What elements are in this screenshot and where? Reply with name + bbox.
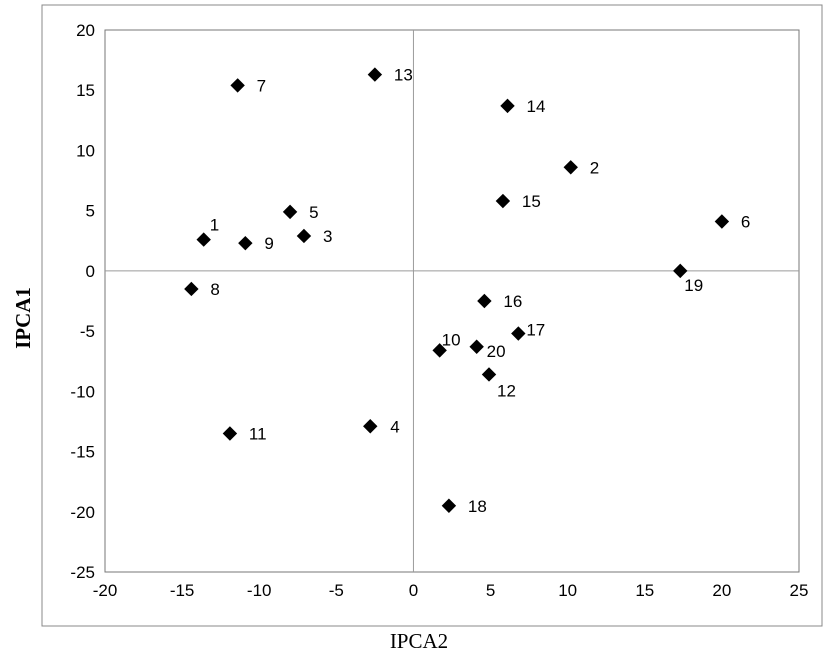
- data-point-3: [296, 228, 312, 244]
- point-label-6: 6: [741, 213, 750, 232]
- data-point-5: [282, 204, 298, 220]
- data-point-10: [432, 343, 447, 358]
- data-point-15: [495, 193, 511, 209]
- y-tick-label: -25: [70, 563, 95, 582]
- point-label-14: 14: [527, 97, 546, 116]
- x-axis-title: IPCA2: [390, 629, 448, 653]
- point-label-16: 16: [503, 292, 522, 311]
- y-axis-title: IPCA1: [11, 287, 35, 349]
- y-tick-label: 20: [76, 21, 95, 40]
- y-tick-label: 0: [86, 262, 95, 281]
- x-tick-label: -10: [247, 581, 272, 600]
- point-label-15: 15: [522, 192, 541, 211]
- data-point-2: [563, 160, 578, 175]
- data-point-17: [511, 326, 526, 341]
- x-tick-label: 0: [409, 581, 418, 600]
- data-point-9: [238, 235, 253, 251]
- point-label-1: 1: [210, 216, 219, 235]
- y-tick-label: 15: [76, 81, 95, 100]
- point-label-2: 2: [590, 158, 599, 177]
- data-points: [184, 67, 730, 513]
- point-label-17: 17: [526, 321, 545, 340]
- point-label-7: 7: [257, 76, 266, 95]
- x-tick-labels: -20 -15 -10 -5 0 5 10 15 20 25: [93, 581, 809, 600]
- y-tick-labels: -25 -20 -15 -10 -5 0 5 10 15 20: [70, 21, 95, 582]
- data-point-1: [196, 232, 211, 247]
- x-tick-label: 15: [635, 581, 654, 600]
- point-label-18: 18: [468, 497, 487, 516]
- data-point-18: [441, 498, 457, 513]
- point-label-9: 9: [264, 234, 273, 253]
- point-label-10: 10: [442, 330, 461, 349]
- y-tick-label: -10: [70, 382, 95, 401]
- point-label-11: 11: [249, 424, 267, 443]
- point-label-4: 4: [390, 417, 399, 436]
- data-point-12: [481, 367, 497, 382]
- data-point-13: [367, 67, 383, 82]
- y-tick-label: 5: [86, 202, 95, 221]
- point-label-13: 13: [394, 66, 413, 85]
- y-tick-label: -15: [70, 443, 95, 462]
- x-tick-label: -15: [170, 581, 195, 600]
- y-tick-label: -20: [70, 503, 95, 522]
- point-label-20: 20: [487, 342, 506, 361]
- x-tick-label: 5: [486, 581, 495, 600]
- data-point-8: [184, 281, 199, 297]
- plot-area: [104, 29, 800, 573]
- data-point-19: [673, 263, 688, 279]
- point-label-19: 19: [684, 276, 703, 295]
- point-label-8: 8: [210, 280, 219, 299]
- data-point-20: [469, 339, 484, 354]
- data-point-16: [477, 293, 492, 309]
- x-tick-label: 10: [558, 581, 577, 600]
- x-tick-label: 25: [790, 581, 809, 600]
- y-tick-label: 10: [76, 141, 95, 160]
- data-point-14: [500, 98, 515, 114]
- data-point-11: [222, 426, 238, 441]
- x-tick-label: 20: [712, 581, 731, 600]
- y-tick-label: -5: [80, 322, 95, 341]
- point-label-3: 3: [323, 227, 332, 246]
- data-point-6: [714, 214, 730, 229]
- x-tick-label: -5: [329, 581, 344, 600]
- point-label-5: 5: [309, 203, 318, 222]
- x-tick-label: -20: [93, 581, 118, 600]
- data-point-7: [230, 78, 245, 93]
- data-point-4: [363, 419, 378, 434]
- point-label-12: 12: [497, 381, 516, 400]
